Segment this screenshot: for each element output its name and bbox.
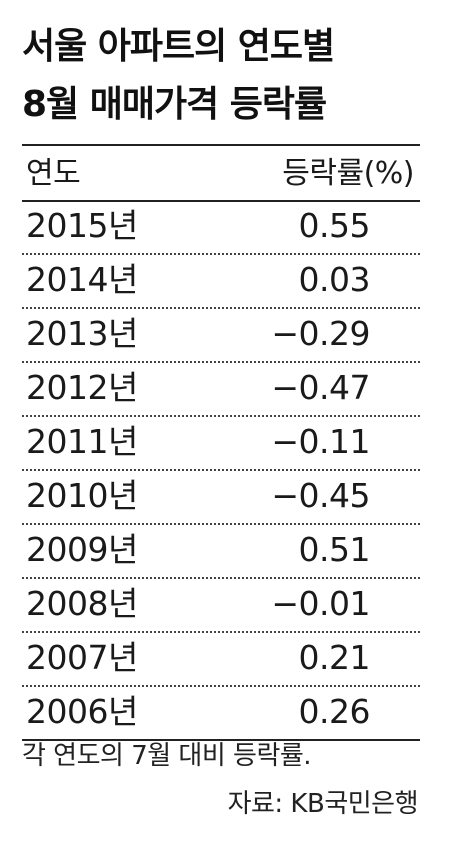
- table-row: 2015년 0.55: [22, 201, 420, 255]
- header-rate: 등락률(%): [282, 156, 414, 191]
- row-rate: 0.03: [298, 260, 371, 299]
- row-year: 2010년: [26, 476, 138, 515]
- row-year: 2007년: [26, 638, 138, 677]
- row-rate: −0.45: [271, 476, 370, 515]
- row-year: 2009년: [26, 530, 138, 569]
- table-row: 2014년 0.03: [22, 255, 420, 309]
- row-rate: −0.29: [271, 314, 370, 353]
- table-row: 2009년 0.51: [22, 525, 420, 579]
- table-row: 2010년 −0.45: [22, 471, 420, 525]
- footnote: 각 연도의 7월 대비 등락률.: [22, 741, 312, 771]
- row-rate: 0.21: [298, 638, 371, 677]
- row-rate: 0.26: [298, 692, 371, 731]
- table-body: 2015년 0.55 2014년 0.03 2013년 −0.29 2012년 …: [22, 201, 420, 741]
- source-credit: 자료: KB국민은행: [227, 789, 419, 819]
- row-year: 2008년: [26, 584, 138, 623]
- row-year: 2015년: [26, 206, 138, 245]
- table-header: 연도 등락률(%): [22, 148, 420, 200]
- row-rate: −0.01: [271, 584, 370, 623]
- table-header-rule: [22, 200, 420, 202]
- row-year: 2013년: [26, 314, 138, 353]
- row-year: 2011년: [26, 422, 138, 461]
- table-row: 2011년 −0.11: [22, 417, 420, 471]
- page-title: 서울 아파트의 연도별 8월 매매가격 등락률: [22, 18, 442, 134]
- table-row: 2006년 0.26: [22, 687, 420, 741]
- row-year: 2012년: [26, 368, 138, 407]
- table-row: 2013년 −0.29: [22, 309, 420, 363]
- row-rate: 0.55: [298, 206, 371, 245]
- title-line-2: 8월 매매가격 등락률: [22, 84, 327, 125]
- header-year: 연도: [26, 156, 81, 191]
- row-year: 2014년: [26, 260, 138, 299]
- row-rate: −0.11: [271, 422, 370, 461]
- row-rate: −0.47: [271, 368, 370, 407]
- table-top-rule: [22, 144, 420, 146]
- table-row: 2007년 0.21: [22, 633, 420, 687]
- table-row: 2012년 −0.47: [22, 363, 420, 417]
- row-year: 2006년: [26, 692, 138, 731]
- title-line-1: 서울 아파트의 연도별: [22, 26, 335, 67]
- table-row: 2008년 −0.01: [22, 579, 420, 633]
- row-rate: 0.51: [298, 530, 371, 569]
